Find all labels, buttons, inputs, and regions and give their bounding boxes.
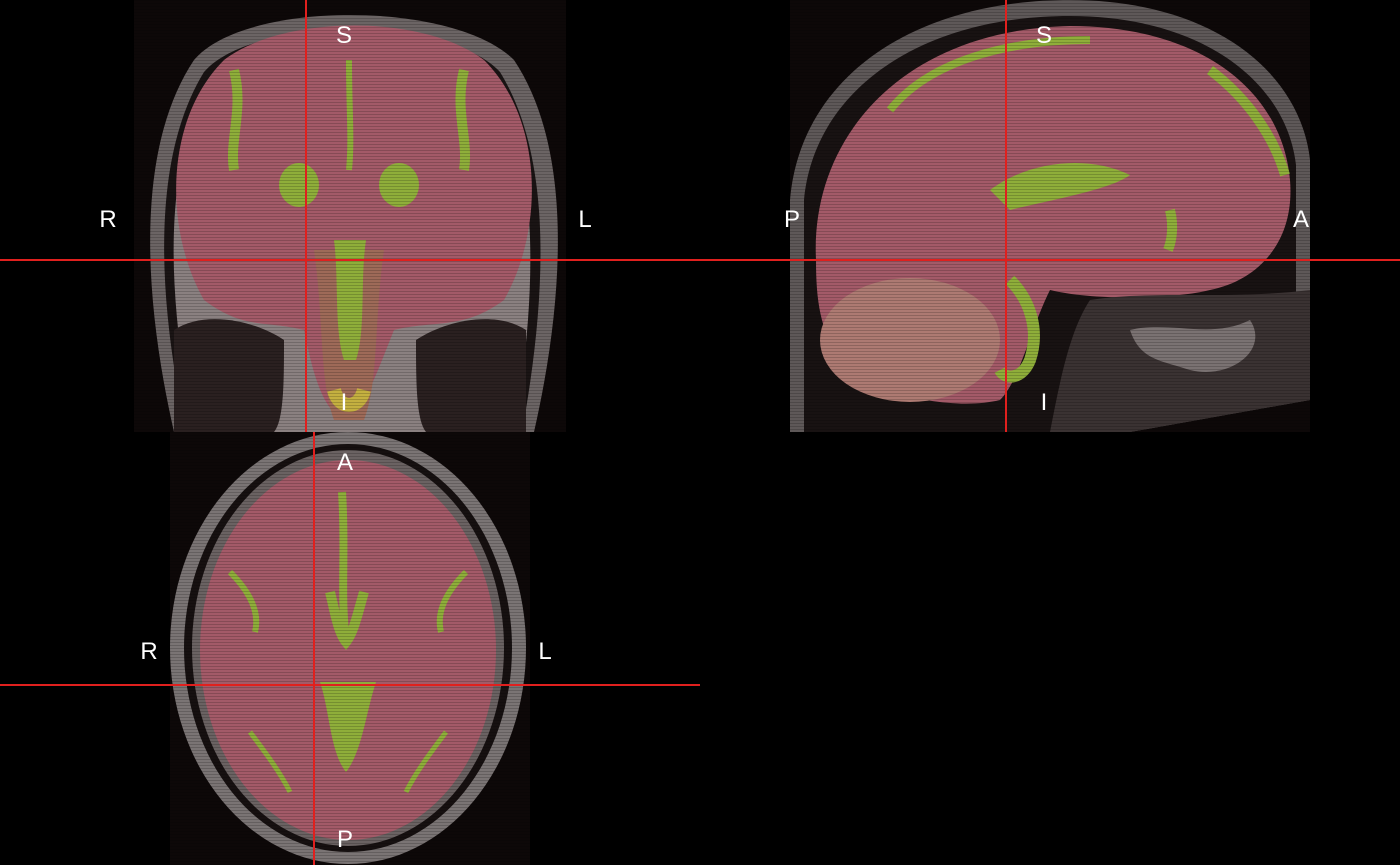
axial-label-anterior: A [336, 449, 354, 476]
sagittal-label-superior: S [1035, 22, 1053, 49]
coronal-label-inferior: I [340, 389, 348, 416]
axial-crosshair-vertical[interactable] [313, 432, 315, 865]
axial-crosshair-horizontal[interactable] [0, 684, 700, 686]
axial-label-posterior: P [336, 826, 354, 853]
axial-view[interactable] [170, 432, 530, 865]
coronal-label-superior: S [335, 22, 353, 49]
axial-label-left: L [538, 638, 552, 665]
top-crosshair-horizontal[interactable] [0, 259, 1400, 261]
sagittal-label-posterior: P [783, 206, 801, 233]
sagittal-label-inferior: I [1040, 389, 1048, 416]
coronal-crosshair-vertical[interactable] [305, 0, 307, 432]
coronal-view[interactable] [134, 0, 566, 432]
axial-label-right: R [140, 638, 158, 665]
sagittal-view[interactable] [790, 0, 1310, 432]
sagittal-label-anterior: A [1292, 206, 1310, 233]
coronal-label-right: R [99, 206, 117, 233]
sagittal-crosshair-vertical[interactable] [1005, 0, 1007, 432]
axial-slice-image [170, 432, 530, 865]
coronal-slice-image [134, 0, 566, 432]
sagittal-slice-image [790, 0, 1310, 432]
coronal-label-left: L [578, 206, 592, 233]
